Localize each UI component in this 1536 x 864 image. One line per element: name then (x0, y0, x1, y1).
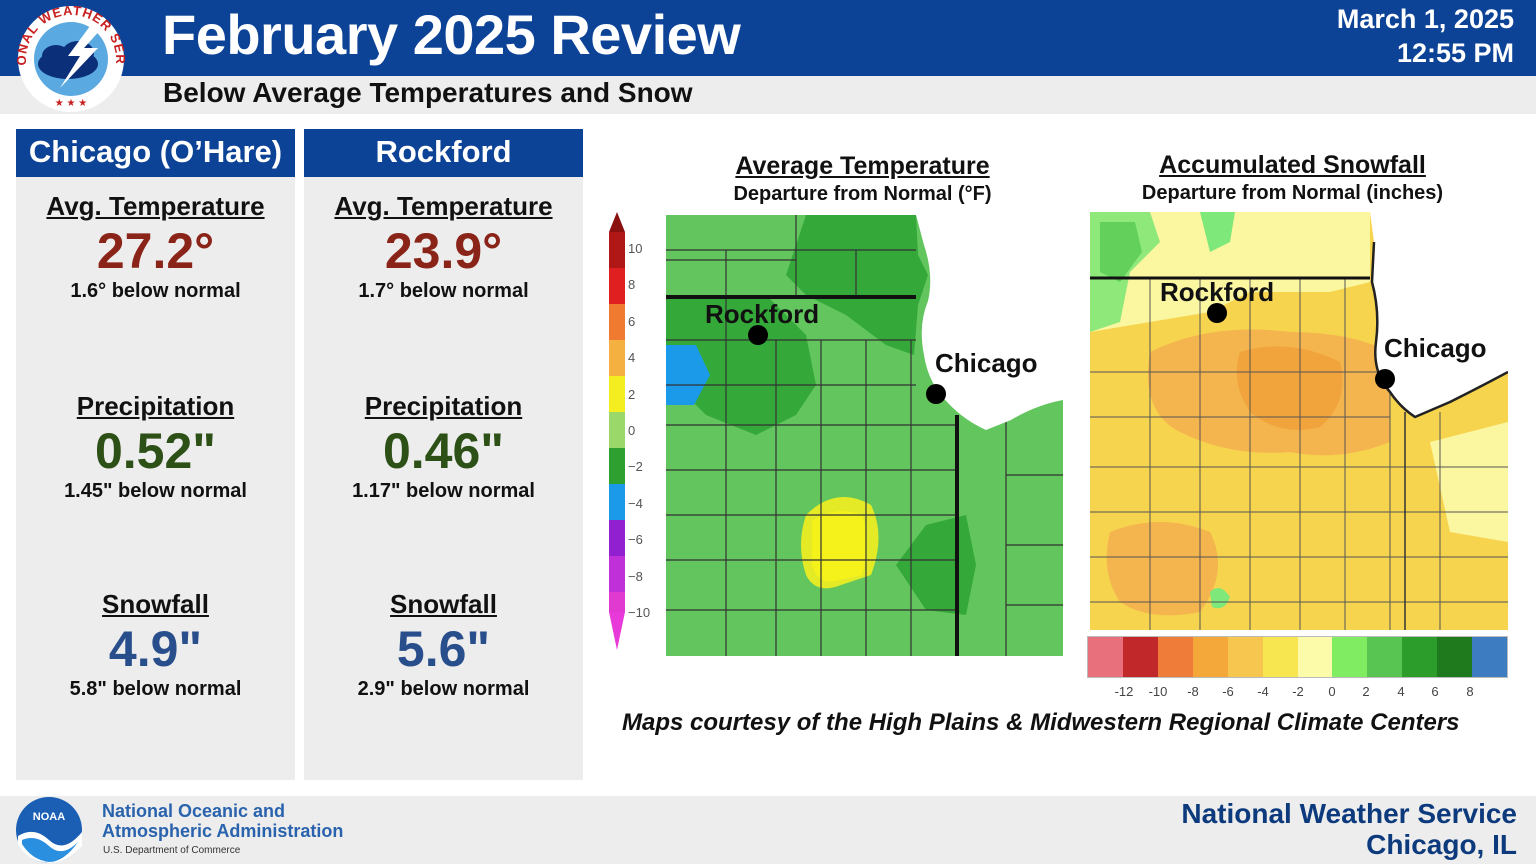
precipitation-note: 1.45" below normal (64, 480, 247, 502)
svg-text:NOAA: NOAA (33, 811, 65, 823)
temperature-map-title: Average Temperature Departure from Norma… (700, 152, 1025, 206)
precipitation-value: 0.46" (382, 423, 505, 479)
snowfall-map-heading: Accumulated Snowfall (1159, 151, 1426, 179)
station-panel-chicago: Chicago (O’Hare) Avg. Temperature 27.2° … (16, 129, 295, 780)
temperature-note: 1.6° below normal (70, 280, 241, 302)
page-subtitle: Below Average Temperatures and Snow (163, 77, 693, 108)
temperature-color-legend (609, 212, 625, 650)
page-title: February 2025 Review (162, 3, 741, 66)
snowfall-legend-tick: 6 (1431, 684, 1439, 699)
legend-swatch (1192, 637, 1228, 677)
temperature-stat: Avg. Temperature 23.9° 1.7° below normal (304, 191, 583, 303)
temperature-map-heading: Average Temperature (735, 152, 990, 180)
legend-swatch (1088, 637, 1123, 677)
snowfall-legend-tick: 2 (1362, 684, 1370, 699)
snowfall-value: 4.9" (108, 621, 203, 677)
nws-logo: NATIONAL WEATHER SERVICE ★ ★ ★ (12, 2, 127, 112)
noaa-name-line1: National Oceanic and (102, 801, 286, 821)
snowfall-legend-tick: -8 (1187, 684, 1199, 699)
legend-swatch (1122, 637, 1158, 677)
report-time: 12:55 PM (1396, 38, 1514, 68)
precipitation-label: Precipitation (76, 391, 235, 421)
svg-text:★ ★ ★: ★ ★ ★ (55, 98, 87, 109)
city-marker-rockford (748, 325, 768, 345)
snowfall-map-subheading: Departure from Normal (inches) (1141, 182, 1444, 204)
snowfall-map-title: Accumulated Snowfall Departure from Norm… (1120, 151, 1465, 205)
temperature-legend-tick: −10 (628, 605, 651, 620)
city-marker-rockford (1207, 303, 1227, 323)
footer-band (0, 796, 1536, 864)
snowfall-label: Snowfall (390, 589, 497, 619)
noaa-department: U.S. Department of Commerce (103, 845, 241, 856)
snowfall-legend-tick: -6 (1222, 684, 1234, 699)
temperature-value: 27.2° (96, 223, 215, 279)
snowfall-note: 2.9" below normal (357, 678, 530, 700)
noaa-name-line2: Atmospheric Administration (102, 821, 344, 841)
temperature-note: 1.7° below normal (358, 280, 529, 302)
header-band (0, 0, 1536, 76)
snowfall-legend-tick: 4 (1397, 684, 1405, 699)
snowfall-label: Snowfall (102, 589, 209, 619)
snowfall-note: 5.8" below normal (69, 678, 242, 700)
temperature-map (666, 215, 1063, 656)
snowfall-stat: Snowfall 5.6" 2.9" below normal (304, 589, 583, 701)
precipitation-note: 1.17" below normal (352, 480, 535, 502)
temperature-label: Avg. Temperature (334, 191, 553, 221)
legend-swatch (1297, 637, 1333, 677)
temperature-legend-tick: 0 (628, 423, 636, 438)
temperature-value: 23.9° (384, 223, 503, 279)
legend-swatch (1227, 637, 1263, 677)
temperature-legend-tick: −4 (628, 496, 643, 511)
nws-office-location: Chicago, IL (1366, 829, 1517, 860)
snowfall-legend-tick: -10 (1148, 684, 1168, 699)
legend-swatch (1332, 637, 1368, 677)
station-panel-rockford: Rockford Avg. Temperature 23.9° 1.7° bel… (304, 129, 583, 780)
city-marker-chicago (926, 384, 946, 404)
snowfall-legend-tick: -4 (1257, 684, 1269, 699)
snowfall-legend-tick: -12 (1114, 684, 1134, 699)
nws-office-name: National Weather Service (1181, 798, 1517, 829)
report-date: March 1, 2025 (1336, 4, 1514, 34)
temperature-legend-tick: 8 (628, 277, 636, 292)
temperature-legend-tick: −2 (628, 459, 643, 474)
station-name: Rockford (304, 129, 583, 177)
temperature-map-subheading: Departure from Normal (°F) (733, 183, 992, 205)
legend-swatch (1367, 637, 1403, 677)
legend-swatch (1157, 637, 1193, 677)
temperature-legend-tick: 10 (628, 241, 643, 256)
temperature-legend-tick: −8 (628, 569, 643, 584)
city-label-chicago: Chicago (935, 348, 1038, 378)
map-credit: Maps courtesy of the High Plains & Midwe… (622, 709, 1460, 736)
temperature-legend-tick: 6 (628, 314, 636, 329)
precipitation-stat: Precipitation 0.46" 1.17" below normal (304, 391, 583, 503)
city-label-rockford: Rockford (705, 299, 820, 329)
snowfall-map (1090, 212, 1508, 630)
city-label-chicago: Chicago (1384, 333, 1487, 363)
station-name: Chicago (O’Hare) (16, 129, 295, 177)
legend-swatch (1437, 637, 1473, 677)
precipitation-stat: Precipitation 0.52" 1.45" below normal (16, 391, 295, 503)
precipitation-label: Precipitation (364, 391, 523, 421)
snowfall-legend-tick: -2 (1292, 684, 1304, 699)
snowfall-legend-tick: 0 (1328, 684, 1336, 699)
snowfall-value: 5.6" (396, 621, 491, 677)
legend-swatch (1472, 637, 1508, 677)
temperature-legend-tick: −6 (628, 532, 643, 547)
precipitation-value: 0.52" (94, 423, 217, 479)
temperature-label: Avg. Temperature (46, 191, 265, 221)
snowfall-stat: Snowfall 4.9" 5.8" below normal (16, 589, 295, 701)
legend-swatch (1262, 637, 1298, 677)
subtitle-band (0, 76, 1536, 114)
temperature-legend-tick: 4 (628, 350, 636, 365)
temperature-stat: Avg. Temperature 27.2° 1.6° below normal (16, 191, 295, 303)
city-label-rockford: Rockford (1160, 277, 1275, 307)
city-marker-chicago (1375, 369, 1395, 389)
temperature-legend-tick: 2 (628, 387, 636, 402)
noaa-logo: NOAA (16, 797, 82, 864)
legend-swatch (1402, 637, 1438, 677)
snowfall-legend-tick: 8 (1466, 684, 1474, 699)
snowfall-color-legend (1087, 636, 1508, 678)
